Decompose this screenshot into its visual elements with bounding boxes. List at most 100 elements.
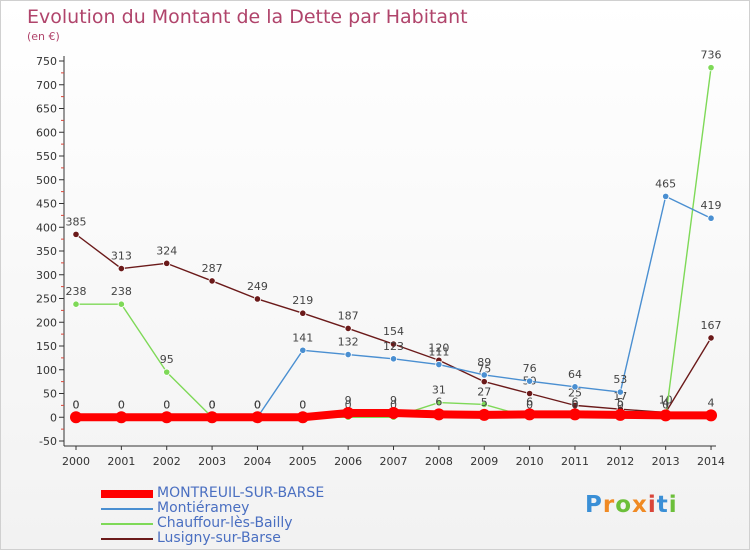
data-label-montieramey: 0 — [73, 398, 80, 411]
data-point-lusigny-sur-barse — [525, 389, 534, 398]
legend-item: Montiéramey — [101, 501, 324, 516]
data-point-chauffour-les-bailly — [117, 300, 125, 308]
data-label-montieramey: 123 — [383, 340, 404, 353]
y-tick-label: 100 — [36, 364, 57, 377]
data-label-chauffour-les-bailly: 0 — [209, 398, 216, 411]
data-label-lusigny-sur-barse: 287 — [202, 262, 223, 275]
data-label-montreuil-sur-barse: 0 — [254, 398, 261, 411]
data-point-montieramey — [344, 350, 352, 359]
data-label-montreuil-sur-barse: 4 — [662, 396, 669, 409]
data-point-lusigny-sur-barse — [344, 324, 352, 333]
data-point-montieramey — [707, 214, 715, 222]
data-label-chauffour-les-bailly: 0 — [254, 398, 261, 411]
data-point-lusigny-sur-barse — [117, 264, 125, 273]
x-tick-label: 2014 — [697, 455, 725, 468]
data-label-montreuil-sur-barse: 0 — [73, 398, 80, 411]
data-point-montieramey — [480, 371, 488, 379]
y-tick-label: 450 — [36, 198, 57, 211]
data-label-lusigny-sur-barse: 17 — [613, 390, 627, 403]
data-label-chauffour-les-bailly: 0 — [299, 398, 306, 411]
y-tick-label: 500 — [36, 174, 57, 187]
x-tick-label: 2012 — [606, 455, 634, 468]
data-label-lusigny-sur-barse: 324 — [156, 244, 177, 257]
data-point-montreuil-sur-barse — [568, 408, 581, 421]
data-label-chauffour-les-bailly: 736 — [701, 49, 722, 62]
data-point-montreuil-sur-barse — [160, 411, 173, 424]
data-point-montreuil-sur-barse — [342, 406, 355, 419]
y-tick-label: 200 — [36, 316, 57, 329]
data-label-chauffour-les-bailly: 0 — [390, 398, 397, 411]
data-label-montieramey: 141 — [292, 331, 313, 344]
y-tick-label: 750 — [36, 55, 57, 68]
data-label-montreuil-sur-barse: 4 — [708, 396, 715, 409]
proxiti-logo: Proxiti — [585, 492, 678, 518]
legend-item: Lusigny-sur-Barse — [101, 531, 324, 546]
data-point-montreuil-sur-barse — [70, 411, 82, 424]
data-label-montieramey: 111 — [428, 346, 449, 359]
legend-item: MONTREUIL-SUR-BARSE — [101, 486, 324, 501]
data-label-lusigny-sur-barse: 187 — [338, 309, 359, 322]
data-point-montreuil-sur-barse — [251, 411, 264, 424]
data-label-lusigny-sur-barse: 120 — [428, 341, 449, 354]
data-label-lusigny-sur-barse: 75 — [477, 363, 491, 376]
data-label-montieramey: 0 — [209, 398, 216, 411]
data-point-montreuil-sur-barse — [659, 409, 672, 422]
data-point-lusigny-sur-barse — [299, 309, 307, 317]
data-label-chauffour-les-bailly: 0 — [526, 398, 533, 411]
x-tick-label: 2006 — [334, 455, 362, 468]
data-label-lusigny-sur-barse: 249 — [247, 280, 268, 293]
y-tick-label: 150 — [36, 340, 57, 353]
data-point-montreuil-sur-barse — [296, 411, 309, 424]
data-label-montieramey: 64 — [568, 368, 582, 381]
x-tick-label: 2009 — [470, 455, 498, 468]
data-label-montreuil-sur-barse: 0 — [118, 398, 125, 411]
data-point-chauffour-les-bailly — [480, 400, 488, 409]
data-label-montieramey: 89 — [477, 356, 491, 369]
x-tick-label: 2000 — [62, 455, 90, 468]
data-label-chauffour-les-bailly: 238 — [66, 285, 87, 298]
x-tick-label: 2007 — [380, 455, 408, 468]
x-tick-label: 2001 — [107, 455, 135, 468]
data-label-montreuil-sur-barse: 9 — [345, 394, 352, 407]
data-point-chauffour-les-bailly — [435, 398, 443, 407]
y-tick-label: 0 — [50, 411, 57, 424]
data-point-lusigny-sur-barse — [208, 277, 216, 285]
data-point-lusigny-sur-barse — [253, 295, 262, 303]
data-label-chauffour-les-bailly: 31 — [432, 384, 446, 397]
data-label-lusigny-sur-barse: 154 — [383, 325, 404, 338]
legend: MONTREUIL-SUR-BARSE Montiéramey Chauffour-… — [101, 486, 324, 546]
x-tick-label: 2010 — [516, 455, 544, 468]
data-point-montreuil-sur-barse — [206, 411, 219, 424]
data-label-montreuil-sur-barse: 0 — [299, 398, 306, 411]
data-point-montreuil-sur-barse — [705, 409, 718, 422]
x-tick-label: 2013 — [652, 455, 680, 468]
data-label-montieramey: 0 — [118, 398, 125, 411]
legend-swatch — [101, 522, 153, 525]
data-point-montreuil-sur-barse — [614, 408, 627, 421]
data-label-montieramey: 0 — [254, 398, 261, 411]
data-label-montreuil-sur-barse: 0 — [209, 398, 216, 411]
data-label-montieramey: 76 — [523, 362, 537, 375]
data-point-montieramey — [435, 360, 443, 369]
data-label-montreuil-sur-barse: 5 — [617, 396, 624, 409]
legend-label: Montiéramey — [157, 500, 250, 516]
data-point-lusigny-sur-barse — [480, 378, 488, 386]
data-point-chauffour-les-bailly — [707, 64, 715, 72]
data-point-chauffour-les-bailly — [72, 300, 80, 308]
data-label-montreuil-sur-barse: 6 — [435, 395, 442, 408]
data-label-montreuil-sur-barse: 0 — [163, 398, 170, 411]
data-label-chauffour-les-bailly: 238 — [111, 285, 132, 298]
data-point-montreuil-sur-barse — [523, 408, 536, 421]
y-tick-label: 350 — [36, 245, 57, 258]
data-label-montieramey: 465 — [655, 177, 676, 190]
data-label-chauffour-les-bailly: 0 — [662, 398, 669, 411]
data-label-montreuil-sur-barse: 5 — [481, 396, 488, 409]
data-point-montieramey — [299, 346, 307, 354]
data-point-montreuil-sur-barse — [387, 406, 400, 419]
y-tick-label: -50 — [39, 435, 57, 448]
chart-title: Evolution du Montant de la Dette par Hab… — [27, 6, 468, 28]
data-point-montreuil-sur-barse — [432, 408, 445, 421]
data-point-lusigny-sur-barse — [389, 340, 398, 348]
x-tick-label: 2011 — [561, 455, 589, 468]
